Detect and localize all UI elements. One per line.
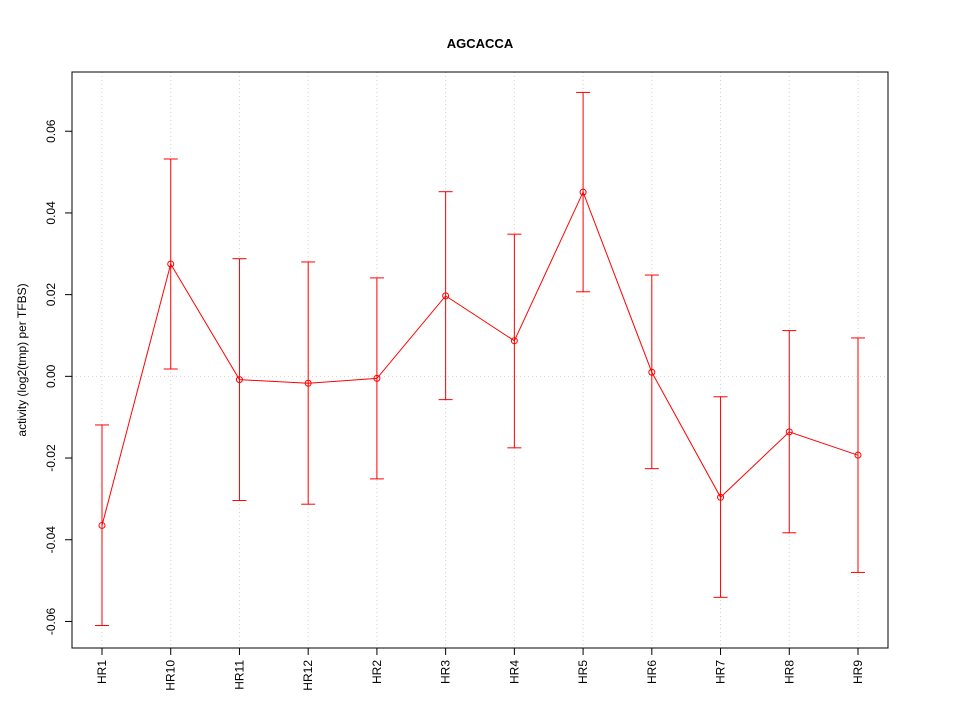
x-tick-label: HR9 xyxy=(851,660,865,684)
data-point xyxy=(373,374,381,382)
x-tick-label: HR3 xyxy=(439,660,453,684)
data-point xyxy=(98,521,106,529)
data-point xyxy=(235,376,243,384)
y-axis: -0.06 -0.04 -0.02 0.00 0.02 0.04 0.06 xyxy=(44,119,73,635)
data-point xyxy=(579,188,587,196)
data-point xyxy=(304,379,312,387)
data-point xyxy=(510,337,518,345)
data-point xyxy=(785,428,793,436)
data-point xyxy=(167,260,175,268)
x-tick-label: HR6 xyxy=(645,660,659,684)
x-tick-label: HR2 xyxy=(370,660,384,684)
x-tick-label: HR4 xyxy=(507,660,521,684)
x-tick-label: HR11 xyxy=(232,660,246,690)
y-tick-label: -0.06 xyxy=(44,607,58,635)
x-tick-label: HR1 xyxy=(95,660,109,684)
y-tick-label: 0.00 xyxy=(44,364,58,388)
y-tick-label: 0.06 xyxy=(44,119,58,143)
y-tick-label: 0.02 xyxy=(44,283,58,307)
x-axis: HR1 HR10 HR11 HR12 HR2 HR3 HR4 HR5 HR6 HR7 HR8 HR9 xyxy=(95,647,865,691)
y-tick-label: 0.04 xyxy=(44,201,58,225)
data-point xyxy=(717,493,725,501)
y-tick-label: -0.04 xyxy=(44,526,58,554)
data-point xyxy=(648,368,656,376)
chart-title: AGCACCA xyxy=(447,36,514,51)
series-line xyxy=(101,190,859,526)
y-axis-label: activity (log2(tmp) per TFBS) xyxy=(15,283,29,436)
x-tick-label: HR10 xyxy=(164,660,178,691)
x-tick-label: HR7 xyxy=(714,660,728,684)
data-point xyxy=(442,292,450,300)
plot-frame xyxy=(71,71,889,649)
y-tick-label: -0.02 xyxy=(44,444,58,472)
x-tick-label: HR8 xyxy=(782,660,796,684)
series xyxy=(95,91,865,627)
data-point xyxy=(854,451,862,459)
x-tick-label: HR5 xyxy=(576,660,590,684)
x-tick-label: HR12 xyxy=(301,660,315,691)
grid xyxy=(72,72,888,648)
